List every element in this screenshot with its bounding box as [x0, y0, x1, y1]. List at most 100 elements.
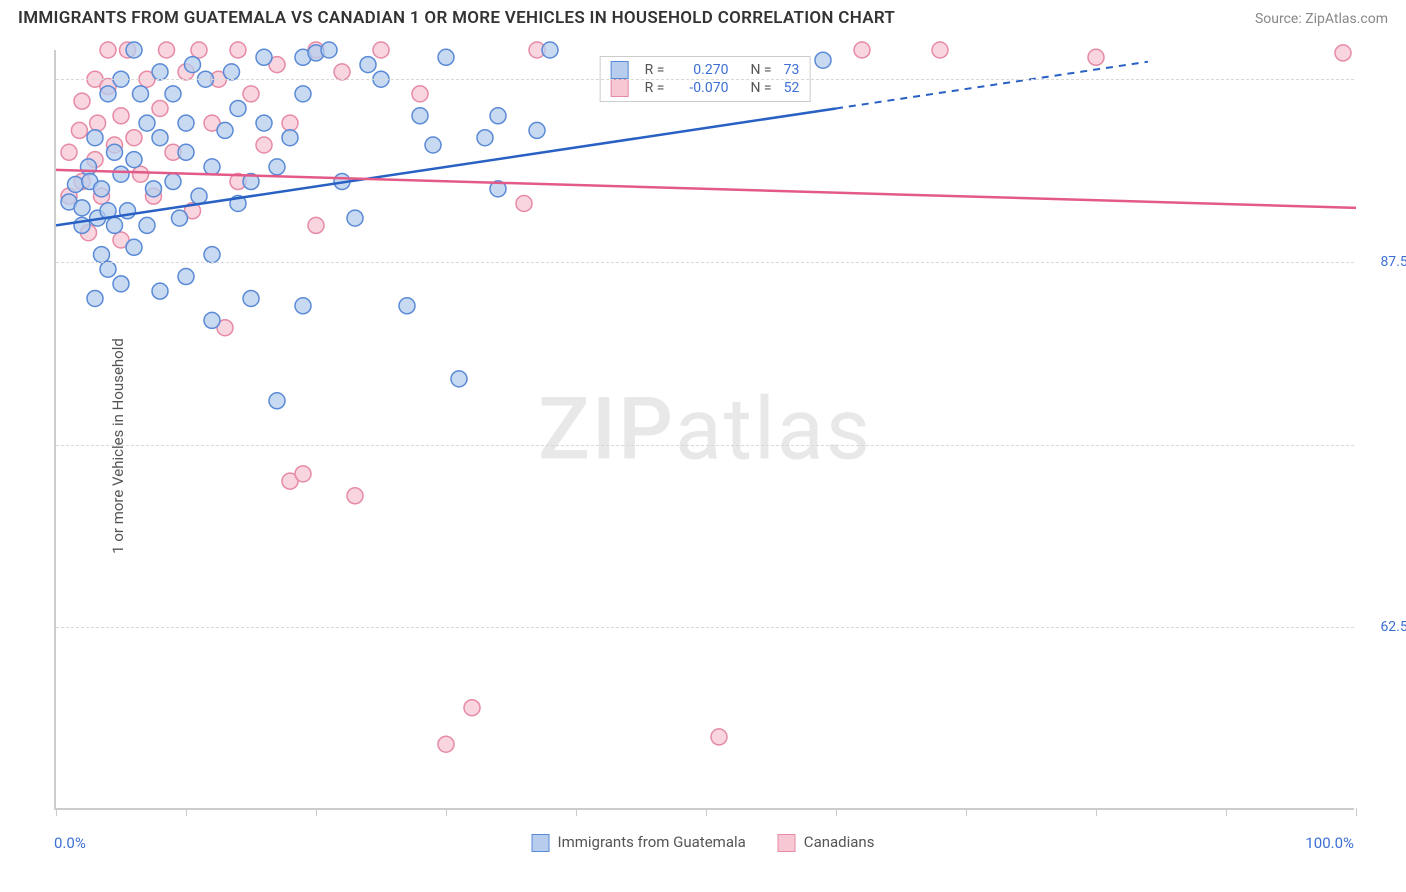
regression-line — [56, 108, 836, 225]
legend-n-value: 52 — [784, 80, 800, 96]
data-point — [113, 166, 129, 182]
regression-line-extrapolated — [836, 62, 1148, 109]
x-tick — [966, 808, 967, 816]
data-point — [87, 130, 103, 146]
series-legend-item: Canadians — [778, 833, 875, 852]
data-point — [347, 488, 363, 504]
legend-row: R =0.270N =73 — [611, 61, 800, 79]
data-point — [152, 130, 168, 146]
data-point — [464, 700, 480, 716]
data-point — [243, 86, 259, 102]
data-point — [113, 108, 129, 124]
data-point — [224, 64, 240, 80]
data-point — [185, 57, 201, 73]
data-point — [100, 261, 116, 277]
gridline — [56, 79, 1354, 80]
data-point — [256, 115, 272, 131]
data-point — [126, 42, 142, 58]
data-point — [178, 115, 194, 131]
data-point — [133, 166, 149, 182]
data-point — [477, 130, 493, 146]
x-tick — [446, 808, 447, 816]
data-point — [204, 312, 220, 328]
data-point — [295, 298, 311, 314]
data-point — [126, 152, 142, 168]
data-point — [74, 93, 90, 109]
x-tick — [1356, 808, 1357, 816]
gridline — [56, 262, 1354, 263]
data-point — [87, 290, 103, 306]
data-point — [815, 52, 831, 68]
legend-n-value: 73 — [784, 62, 800, 78]
data-point — [711, 729, 727, 745]
data-point — [269, 393, 285, 409]
data-point — [269, 159, 285, 175]
data-point — [126, 239, 142, 255]
series-legend: Immigrants from Guatemala Canadians — [532, 833, 875, 852]
data-point — [256, 137, 272, 153]
legend-swatch — [532, 834, 550, 852]
data-point — [412, 108, 428, 124]
data-point — [854, 42, 870, 58]
data-point — [113, 276, 129, 292]
gridline — [56, 445, 1354, 446]
data-point — [373, 42, 389, 58]
data-point — [932, 42, 948, 58]
legend-swatch — [611, 79, 629, 97]
y-tick-label: 87.5% — [1380, 254, 1406, 270]
x-axis-min-label: 0.0% — [54, 834, 86, 852]
gridline — [56, 627, 1354, 628]
legend-row: R = -0.070 N = 52 — [611, 79, 800, 97]
data-point — [90, 115, 106, 131]
data-point — [1335, 45, 1351, 61]
x-tick — [1096, 808, 1097, 816]
scatter-svg — [56, 50, 1354, 808]
data-point — [282, 130, 298, 146]
data-point — [347, 210, 363, 226]
data-point — [230, 100, 246, 116]
legend-swatch — [778, 834, 796, 852]
chart-title: IMMIGRANTS FROM GUATEMALA VS CANADIAN 1 … — [18, 8, 895, 28]
data-point — [139, 115, 155, 131]
legend-n-label: N = — [750, 62, 771, 78]
data-point — [451, 371, 467, 387]
data-point — [191, 188, 207, 204]
data-point — [126, 130, 142, 146]
data-point — [165, 86, 181, 102]
data-point — [94, 181, 110, 197]
data-point — [321, 42, 337, 58]
x-axis-max-label: 100.0% — [1305, 834, 1354, 852]
data-point — [217, 122, 233, 138]
data-point — [360, 57, 376, 73]
data-point — [204, 159, 220, 175]
x-tick — [316, 808, 317, 816]
legend-r-value: 0.270 — [676, 62, 728, 78]
data-point — [399, 298, 415, 314]
data-point — [81, 159, 97, 175]
data-point — [334, 64, 350, 80]
data-point — [68, 176, 84, 192]
data-point — [146, 181, 162, 197]
legend-n-label: N = — [750, 80, 771, 96]
data-point — [74, 200, 90, 216]
data-point — [529, 122, 545, 138]
data-point — [71, 122, 87, 138]
data-point — [100, 86, 116, 102]
data-point — [107, 217, 123, 233]
data-point — [230, 42, 246, 58]
data-point — [204, 247, 220, 263]
series-legend-label: Immigrants from Guatemala — [558, 833, 746, 851]
data-point — [1088, 49, 1104, 65]
data-point — [295, 466, 311, 482]
data-point — [438, 736, 454, 752]
data-point — [100, 42, 116, 58]
legend-r-value: -0.070 — [676, 80, 728, 96]
data-point — [295, 86, 311, 102]
data-point — [178, 144, 194, 160]
x-tick — [706, 808, 707, 816]
data-point — [412, 86, 428, 102]
x-tick — [576, 808, 577, 816]
data-point — [152, 283, 168, 299]
legend-r-label: R = — [645, 80, 665, 96]
data-point — [178, 269, 194, 285]
